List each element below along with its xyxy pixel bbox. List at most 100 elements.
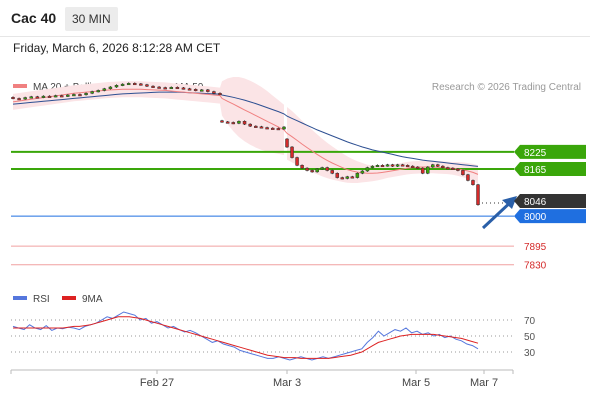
candle-body [206, 89, 210, 92]
candle-body [400, 164, 405, 167]
level-tag-8000-bg [514, 209, 586, 224]
candle-body [242, 121, 247, 125]
rsi-lines [12, 311, 479, 361]
candle-body [17, 98, 21, 101]
level-tag-8165-bg [514, 162, 586, 176]
candle-body [420, 167, 425, 174]
candle-body [466, 174, 470, 181]
candle-body [259, 126, 264, 129]
candle-body [126, 83, 131, 86]
candle-body [300, 165, 304, 169]
candle-body [385, 164, 390, 167]
candle-body [145, 84, 149, 87]
level-tag-8046: 8046 [524, 197, 547, 208]
candle-body [476, 184, 480, 205]
candle-body [461, 170, 465, 175]
candle-body [175, 87, 180, 90]
candle-body [96, 90, 100, 93]
instrument-title: Cac 40 [11, 10, 57, 26]
candle-body [84, 93, 88, 96]
copyright: Research © 2026 Trading Central [432, 82, 581, 93]
candle-body [295, 157, 299, 166]
candle-body [120, 83, 125, 86]
rsi-legend-swatch [13, 296, 27, 300]
candle-body [23, 97, 27, 100]
candle-body [66, 94, 70, 97]
rsi-ma-legend-label: 9MA [82, 294, 103, 305]
candle-body [425, 166, 430, 174]
candle-body [282, 126, 286, 130]
level-tag-8225: 8225 [524, 148, 547, 159]
candle-body [212, 91, 216, 94]
level-lines [11, 150, 514, 266]
candle-body [340, 177, 345, 180]
candle-body [290, 146, 294, 158]
time-label: Mar 3 [273, 377, 301, 389]
candle-body [375, 165, 380, 168]
rsi-ma-line [13, 316, 479, 359]
level-tag-8165: 8165 [524, 165, 547, 176]
candle-body [254, 125, 258, 128]
level-tags: 8225 8165 8046 8000 7895 7830 [514, 144, 586, 272]
candle-body [102, 88, 107, 91]
candle-body [237, 121, 241, 124]
candle-body [231, 122, 236, 125]
candle-body [199, 89, 204, 92]
candle-body [380, 165, 385, 168]
time-label: Mar 7 [470, 377, 498, 389]
candle-body [90, 91, 94, 94]
candle-body [220, 120, 224, 123]
candle-body [471, 180, 475, 185]
candle-body [187, 88, 192, 91]
candle-body [370, 165, 375, 168]
candle-body [114, 85, 119, 88]
timeframe-button[interactable]: 30 MIN [65, 7, 118, 31]
candle-body [431, 164, 435, 168]
candle-body [193, 89, 198, 92]
candle-body [315, 168, 319, 173]
ma50-line [12, 91, 479, 167]
candle-body [390, 164, 395, 167]
candle-body [59, 95, 64, 98]
time-label: Mar 5 [402, 377, 430, 389]
candle-body [350, 176, 355, 179]
level-tag-8046-bg [514, 194, 586, 208]
candle-body [163, 87, 167, 90]
candle-body [310, 170, 314, 173]
candle-body [330, 170, 334, 174]
rsi-tick-30: 30 [524, 348, 536, 359]
candles [11, 82, 480, 206]
candle-body [139, 83, 143, 86]
candle-body [456, 168, 460, 171]
candle-body [47, 95, 52, 98]
candle-body [108, 86, 113, 89]
candle-body [365, 167, 370, 172]
candle-body [395, 164, 400, 167]
ma20-legend-swatch [13, 84, 27, 88]
rsi-ma-legend-swatch [62, 296, 76, 300]
candle-body [41, 95, 46, 98]
time-axis-labels: Feb 27 Mar 3 Mar 5 Mar 7 [10, 370, 514, 389]
candle-body [35, 96, 40, 99]
candle-body [265, 127, 269, 130]
candle-body [441, 165, 445, 168]
level-tag-7830: 7830 [524, 261, 547, 272]
candle-body [11, 97, 15, 100]
candle-body [133, 83, 137, 86]
bollinger-band-left [13, 77, 284, 155]
candle-body [446, 167, 450, 170]
forecast-arrow-head [502, 196, 517, 209]
candle-body [29, 96, 34, 99]
timestamp: Friday, March 6, 2026 8:12:28 AM CET [13, 41, 221, 55]
rsi-line [12, 311, 479, 361]
candle-body [355, 173, 360, 178]
candle-body [410, 165, 415, 168]
candle-body [72, 94, 76, 97]
candle-body [218, 93, 222, 96]
candle-body [436, 164, 440, 167]
rsi-grid: 70 50 30 [11, 316, 536, 359]
level-tag-7895: 7895 [524, 242, 547, 253]
candle-body [225, 121, 230, 124]
candle-body [53, 95, 58, 98]
